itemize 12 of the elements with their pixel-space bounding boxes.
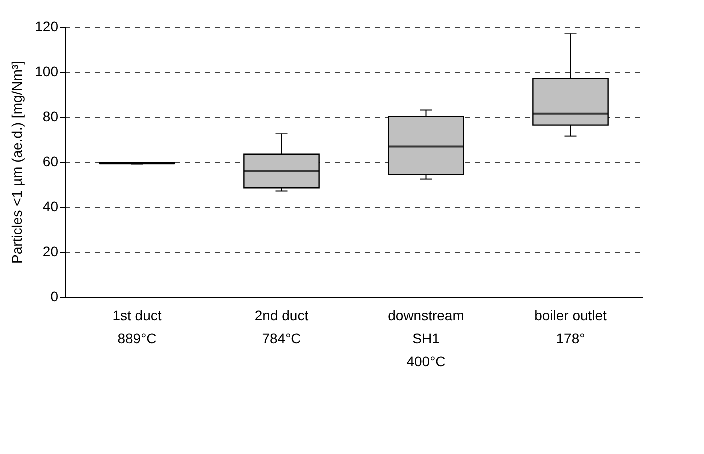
y-tick-label: 80: [42, 108, 59, 124]
x-tick-label: 2nd duct 784°C: [254, 308, 309, 346]
y-tick-label: 40: [42, 198, 59, 214]
y-tick-label: 0: [50, 288, 59, 304]
x-tick-label: 1st duct 889°C: [112, 308, 162, 346]
x-tick-label: downstream SH1 400°C: [388, 308, 464, 370]
y-axis-title: Particles <1 µm (ae.d.) [mg/Nm³]: [9, 61, 26, 264]
y-tick-label: 120: [35, 18, 59, 34]
y-tick-label: 100: [35, 64, 59, 80]
y-tick-label: 60: [42, 154, 59, 170]
x-tick-label: boiler outlet 178°: [534, 308, 608, 346]
y-tick-label: 20: [42, 244, 59, 260]
